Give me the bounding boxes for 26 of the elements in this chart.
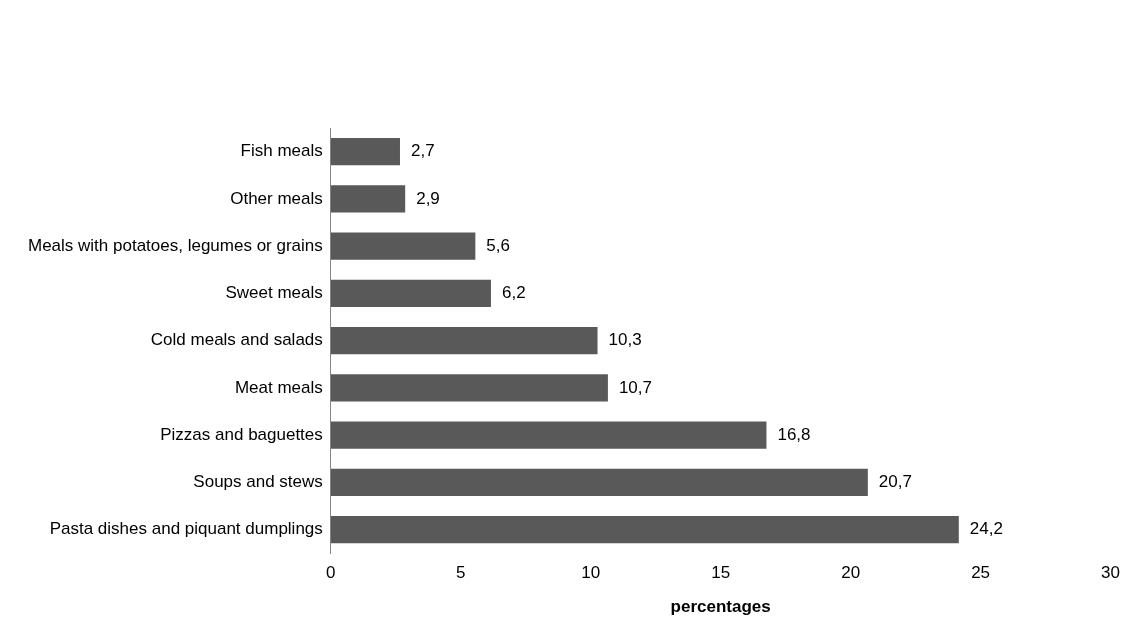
data-label: 24,2 (969, 519, 1003, 539)
data-label: 10,7 (618, 377, 653, 397)
y-tick-label: Soups and stews (193, 472, 323, 492)
x-tick-label: 5 (456, 563, 466, 583)
data-label: 16,8 (777, 424, 811, 444)
x-tick-label: 0 (326, 563, 336, 583)
y-tick-label: Sweet meals (225, 283, 323, 303)
data-label: 2,9 (416, 188, 440, 208)
x-tick-label: 10 (581, 563, 601, 583)
y-tick-label: Pizzas and baguettes (160, 424, 323, 444)
x-tick-label: 20 (841, 563, 861, 583)
x-tick-label: 25 (971, 563, 991, 583)
x-axis-title: percentages (670, 597, 771, 617)
y-tick-label: Pasta dishes and piquant dumplings (49, 519, 323, 539)
y-tick-label: Fish meals (240, 141, 323, 161)
y-tick-label: Meals with potatoes, legumes or grains (28, 235, 323, 255)
data-label: 2,7 (410, 141, 435, 161)
x-tick-label: 30 (1101, 563, 1121, 583)
data-label: 5,6 (486, 235, 510, 255)
y-tick-label: Cold meals and salads (150, 330, 323, 350)
x-tick-label: 15 (711, 563, 731, 583)
y-tick-label: Meat meals (234, 377, 323, 397)
y-tick-label: Other meals (230, 188, 323, 208)
data-label: 10,3 (608, 330, 642, 350)
data-label: 6,2 (501, 283, 526, 303)
data-label: 20,7 (878, 472, 912, 492)
